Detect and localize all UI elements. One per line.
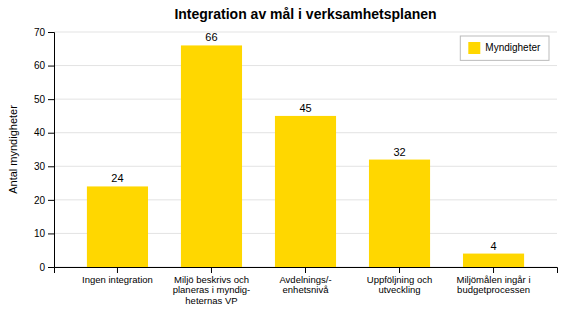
chart-title: Integration av mål i verksamhetsplanen	[174, 6, 436, 22]
x-tick-label-line: Miljömålen ingår i	[457, 274, 531, 285]
x-tick-label: Uppföljning ochutveckling	[367, 274, 433, 295]
x-tick-mark	[305, 267, 306, 273]
y-tick-mark	[48, 233, 54, 234]
y-tick-mark	[48, 267, 54, 268]
grid	[54, 32, 557, 267]
x-tick: Avdelnings/-enhetsnivå	[279, 267, 331, 295]
bar	[181, 45, 242, 267]
legend-label: Myndigheter	[485, 42, 541, 53]
y-tick-mark	[48, 200, 54, 201]
x-tick-label-line: enhetsnivå	[283, 284, 330, 295]
x-tick-label-line: Miljö beskrivs och	[174, 274, 249, 285]
y-tick: 70	[34, 27, 54, 38]
x-tick-label-line: heternas VP	[185, 295, 237, 306]
grid-line	[54, 65, 557, 66]
bar	[275, 116, 336, 267]
x-tick: Uppföljning ochutveckling	[367, 267, 433, 295]
x-tick-label-line: Ingen integration	[82, 274, 153, 285]
data-label: 66	[205, 31, 217, 43]
y-tick-label: 20	[34, 195, 46, 206]
legend-box	[460, 36, 549, 60]
x-tick-mark	[493, 267, 494, 273]
y-tick-label: 50	[34, 94, 46, 105]
y-tick: 40	[34, 127, 54, 138]
chart-svg: 246645324010203040506070Ingen integratio…	[0, 0, 569, 317]
chart-container: 246645324010203040506070Ingen integratio…	[0, 0, 569, 317]
y-tick: 30	[34, 161, 54, 172]
x-tick-label-line: Uppföljning och	[367, 274, 433, 285]
plot-area: 246645324010203040506070Ingen integratio…	[34, 27, 558, 306]
data-label: 32	[393, 146, 405, 158]
y-tick: 20	[34, 195, 54, 206]
bar	[369, 160, 430, 267]
x-tick-label: Miljömålen ingår ibudgetprocessen	[457, 274, 531, 295]
y-tick: 10	[34, 228, 54, 239]
x-tick-label: Miljö beskrivs ochplaneras i myndig-hete…	[173, 274, 251, 306]
y-tick-label: 40	[34, 127, 46, 138]
x-tick-label-line: Avdelnings/-	[279, 274, 331, 285]
y-axis: 0 10 20 30 40 50 60 70	[34, 27, 55, 273]
x-tick-label: Ingen integration	[82, 274, 153, 285]
x-tick-label-line: utveckling	[378, 284, 420, 295]
x-tick-label-line: planeras i myndig-	[173, 284, 251, 295]
legend-swatch	[468, 42, 480, 54]
data-label: 4	[490, 240, 496, 252]
data-label: 45	[299, 102, 311, 114]
y-tick-label: 0	[39, 262, 45, 273]
x-axis-line	[55, 268, 558, 274]
y-tick-mark	[48, 166, 54, 167]
legend: Myndigheter	[460, 36, 549, 60]
y-tick-label: 60	[34, 60, 46, 71]
bars	[87, 45, 524, 267]
x-tick: Ingen integration	[82, 267, 153, 285]
y-tick-mark	[48, 99, 54, 100]
x-tick-mark	[399, 267, 400, 273]
x-tick-mark	[211, 267, 212, 273]
y-tick: 60	[34, 60, 54, 71]
y-tick: 50	[34, 94, 54, 105]
y-tick-mark	[48, 133, 54, 134]
x-tick: Miljömålen ingår ibudgetprocessen	[457, 267, 531, 295]
y-tick-label: 10	[34, 228, 46, 239]
x-axis: Ingen integration Miljö beskrivs ochplane…	[55, 267, 558, 306]
y-tick: 0	[39, 262, 54, 273]
data-label: 24	[111, 172, 123, 184]
y-tick-label: 30	[34, 161, 46, 172]
y-axis-line	[48, 33, 55, 268]
y-tick-mark	[48, 32, 54, 33]
x-tick-label: Avdelnings/-enhetsnivå	[279, 274, 331, 295]
y-tick-mark	[48, 66, 54, 67]
x-tick-label-line: budgetprocessen	[457, 284, 530, 295]
y-axis-title: Antal myndigheter	[7, 105, 19, 194]
y-tick-label: 70	[34, 27, 46, 38]
grid-line	[54, 99, 557, 100]
x-tick: Miljö beskrivs ochplaneras i myndig-hete…	[173, 267, 251, 306]
legend-item: Myndigheter	[468, 42, 541, 54]
bar	[463, 254, 524, 267]
data-labels: 24 66 45 32 4	[111, 31, 496, 251]
bar	[87, 186, 148, 267]
x-tick-mark	[117, 267, 118, 273]
grid-line	[54, 32, 557, 33]
